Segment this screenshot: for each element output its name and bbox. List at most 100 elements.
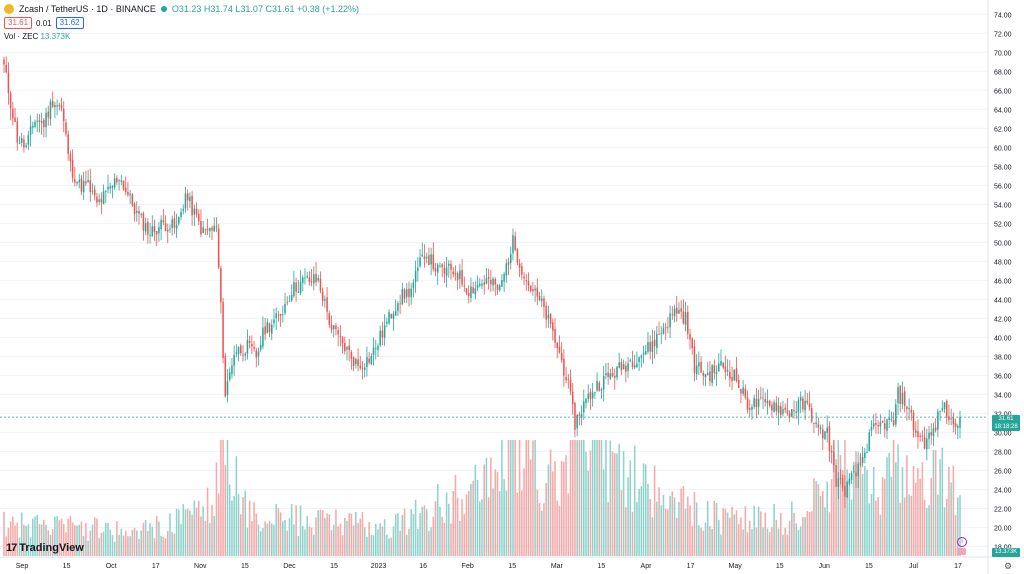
candle-body <box>899 385 902 405</box>
candle-body <box>518 263 521 268</box>
tradingview-watermark: 17 TradingView <box>6 542 84 554</box>
candle-body <box>512 235 514 254</box>
candle-body <box>957 425 959 428</box>
volume-bar <box>879 514 882 556</box>
candle-body <box>222 301 224 359</box>
candle-body <box>675 307 678 314</box>
candle-body <box>430 254 432 265</box>
candle-body <box>85 181 87 184</box>
volume-bar <box>846 469 848 556</box>
candle-body <box>695 365 698 375</box>
candle-body <box>625 365 627 372</box>
volume-bar <box>709 526 711 556</box>
volume-bar <box>649 498 651 556</box>
volume-bar <box>129 536 131 556</box>
candle-body <box>315 273 317 283</box>
candle-body <box>217 228 220 268</box>
volume-bar <box>636 502 638 556</box>
volume-bar <box>456 497 459 556</box>
volume-bar <box>824 507 826 556</box>
candle-body <box>485 278 488 284</box>
candle-body <box>680 308 682 312</box>
x-tick-label: 15 <box>63 563 71 570</box>
volume-bar <box>162 536 165 556</box>
y-tick-label: 24.00 <box>994 487 1012 494</box>
volume-bar <box>498 490 501 556</box>
volume-bar <box>85 522 87 556</box>
volume-bar <box>959 495 961 556</box>
candle-body <box>605 373 607 376</box>
candle-body <box>498 285 501 291</box>
candle-body <box>93 189 96 196</box>
volume-bar <box>653 465 656 556</box>
candle-body <box>804 400 806 411</box>
volume-bar <box>605 440 607 556</box>
candle-body <box>290 295 293 301</box>
candle-body <box>509 254 512 263</box>
y-tick-label: 20.00 <box>994 525 1012 532</box>
volume-bar <box>275 503 277 556</box>
buy-button[interactable]: 31.62 <box>55 17 84 29</box>
y-tick-label: 28.00 <box>994 449 1012 456</box>
volume-bar <box>687 496 689 556</box>
sell-button[interactable]: 31.61 <box>4 17 33 29</box>
volume-bar <box>558 506 561 556</box>
candle-body <box>421 254 424 257</box>
candle-body <box>760 397 762 399</box>
volume-bar <box>616 453 618 556</box>
volume-bar <box>923 499 926 556</box>
symbol-title[interactable]: Zcash / TetherUS · 1D · BINANCE <box>19 4 156 14</box>
candle-body <box>38 120 41 123</box>
candle-body <box>782 409 784 414</box>
candle-body <box>883 423 886 430</box>
candle-body <box>945 400 948 418</box>
candle-body <box>815 422 817 425</box>
volume-bar <box>574 440 576 556</box>
candle-body <box>461 270 463 285</box>
candle-body <box>872 423 875 427</box>
candle-body <box>372 347 375 355</box>
candle-body <box>448 263 450 266</box>
volume-bar <box>279 512 282 556</box>
volume-bar <box>693 491 696 556</box>
volume-bar <box>567 493 570 556</box>
candle-body <box>295 282 297 292</box>
y-tick-label: 72.00 <box>994 31 1012 38</box>
volume-bar <box>943 507 946 556</box>
candle-body <box>306 275 308 278</box>
volume-bar <box>326 513 328 556</box>
candle-body <box>910 409 913 413</box>
settings-gear-icon[interactable]: ⚙ <box>1004 561 1013 571</box>
candle-body <box>888 418 890 420</box>
candle-body <box>47 111 50 118</box>
volume-bar <box>200 516 202 556</box>
dividend-flag-icon[interactable]: i <box>957 537 967 547</box>
volume-bar <box>7 527 10 556</box>
volume-bar <box>222 440 224 556</box>
candle-body <box>638 357 640 363</box>
y-tick-label: 44.00 <box>994 297 1012 304</box>
candle-body <box>589 391 592 399</box>
candle-body <box>578 414 581 417</box>
price-axis: 74.00 72.00 70.00 68.00 66.00 64.00 62.00 60.00… <box>987 0 1012 574</box>
volume-bar <box>529 459 532 556</box>
volume-bar <box>830 479 833 556</box>
candle-body <box>29 126 32 135</box>
volume-bar <box>554 461 556 556</box>
volume-bar <box>423 505 426 556</box>
candle-body <box>82 181 85 193</box>
watermark-text: TradingView <box>19 542 84 554</box>
candle-body <box>133 203 136 214</box>
y-tick-label: 22.00 <box>994 506 1012 513</box>
volume-bar <box>352 525 355 556</box>
volume-bar <box>556 500 559 556</box>
candle-body <box>155 231 158 235</box>
volume-bar <box>503 479 505 556</box>
candle-body <box>698 362 700 367</box>
market-open-icon <box>160 6 167 12</box>
candle-body <box>248 340 251 344</box>
volume-bar <box>436 484 439 556</box>
candle-body <box>49 101 52 119</box>
candle-body <box>224 356 227 397</box>
